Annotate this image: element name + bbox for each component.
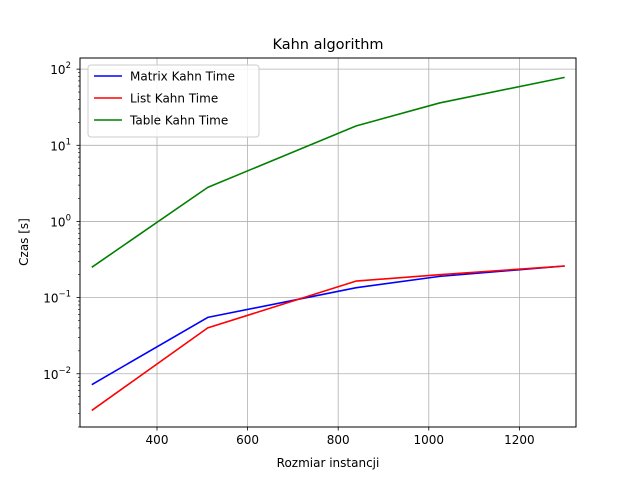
- series-line-matrix-kahn-time: [91, 265, 565, 386]
- x-tick-label: 1200: [504, 433, 535, 447]
- series-line-list-kahn-time: [91, 265, 565, 412]
- legend-label: List Kahn Time: [130, 92, 218, 106]
- plot-area-frame: [79, 57, 577, 428]
- y-axis-ticks: 10−2 10−1 100 101 102: [43, 61, 80, 428]
- x-tick-label: 800: [327, 433, 350, 447]
- y-tick-label: 10−2: [43, 366, 71, 382]
- legend-label: Matrix Kahn Time: [130, 70, 235, 84]
- x-axis-label: Rozmiar instancji: [277, 456, 380, 470]
- legend-label: Table Kahn Time: [129, 114, 228, 128]
- legend: Matrix Kahn Time List Kahn Time Table Kahn…: [87, 64, 260, 138]
- y-tick-label: 101: [50, 137, 71, 153]
- x-tick-label: 1000: [414, 433, 445, 447]
- series-layer: [91, 76, 565, 412]
- y-axis-label: Czas [s]: [17, 218, 31, 266]
- x-tick-label: 600: [236, 433, 259, 447]
- legend-box: [87, 64, 260, 138]
- chart-title: Kahn algorithm: [272, 37, 383, 53]
- x-axis-ticks: 400 600 800 1000 1200: [146, 427, 535, 447]
- x-tick-label: 400: [146, 433, 169, 447]
- grid-lines: [80, 58, 576, 427]
- y-tick-label: 10−1: [43, 290, 71, 306]
- series-line-table-kahn-time: [91, 76, 565, 268]
- y-tick-label: 100: [50, 213, 71, 229]
- y-tick-label: 102: [50, 61, 71, 77]
